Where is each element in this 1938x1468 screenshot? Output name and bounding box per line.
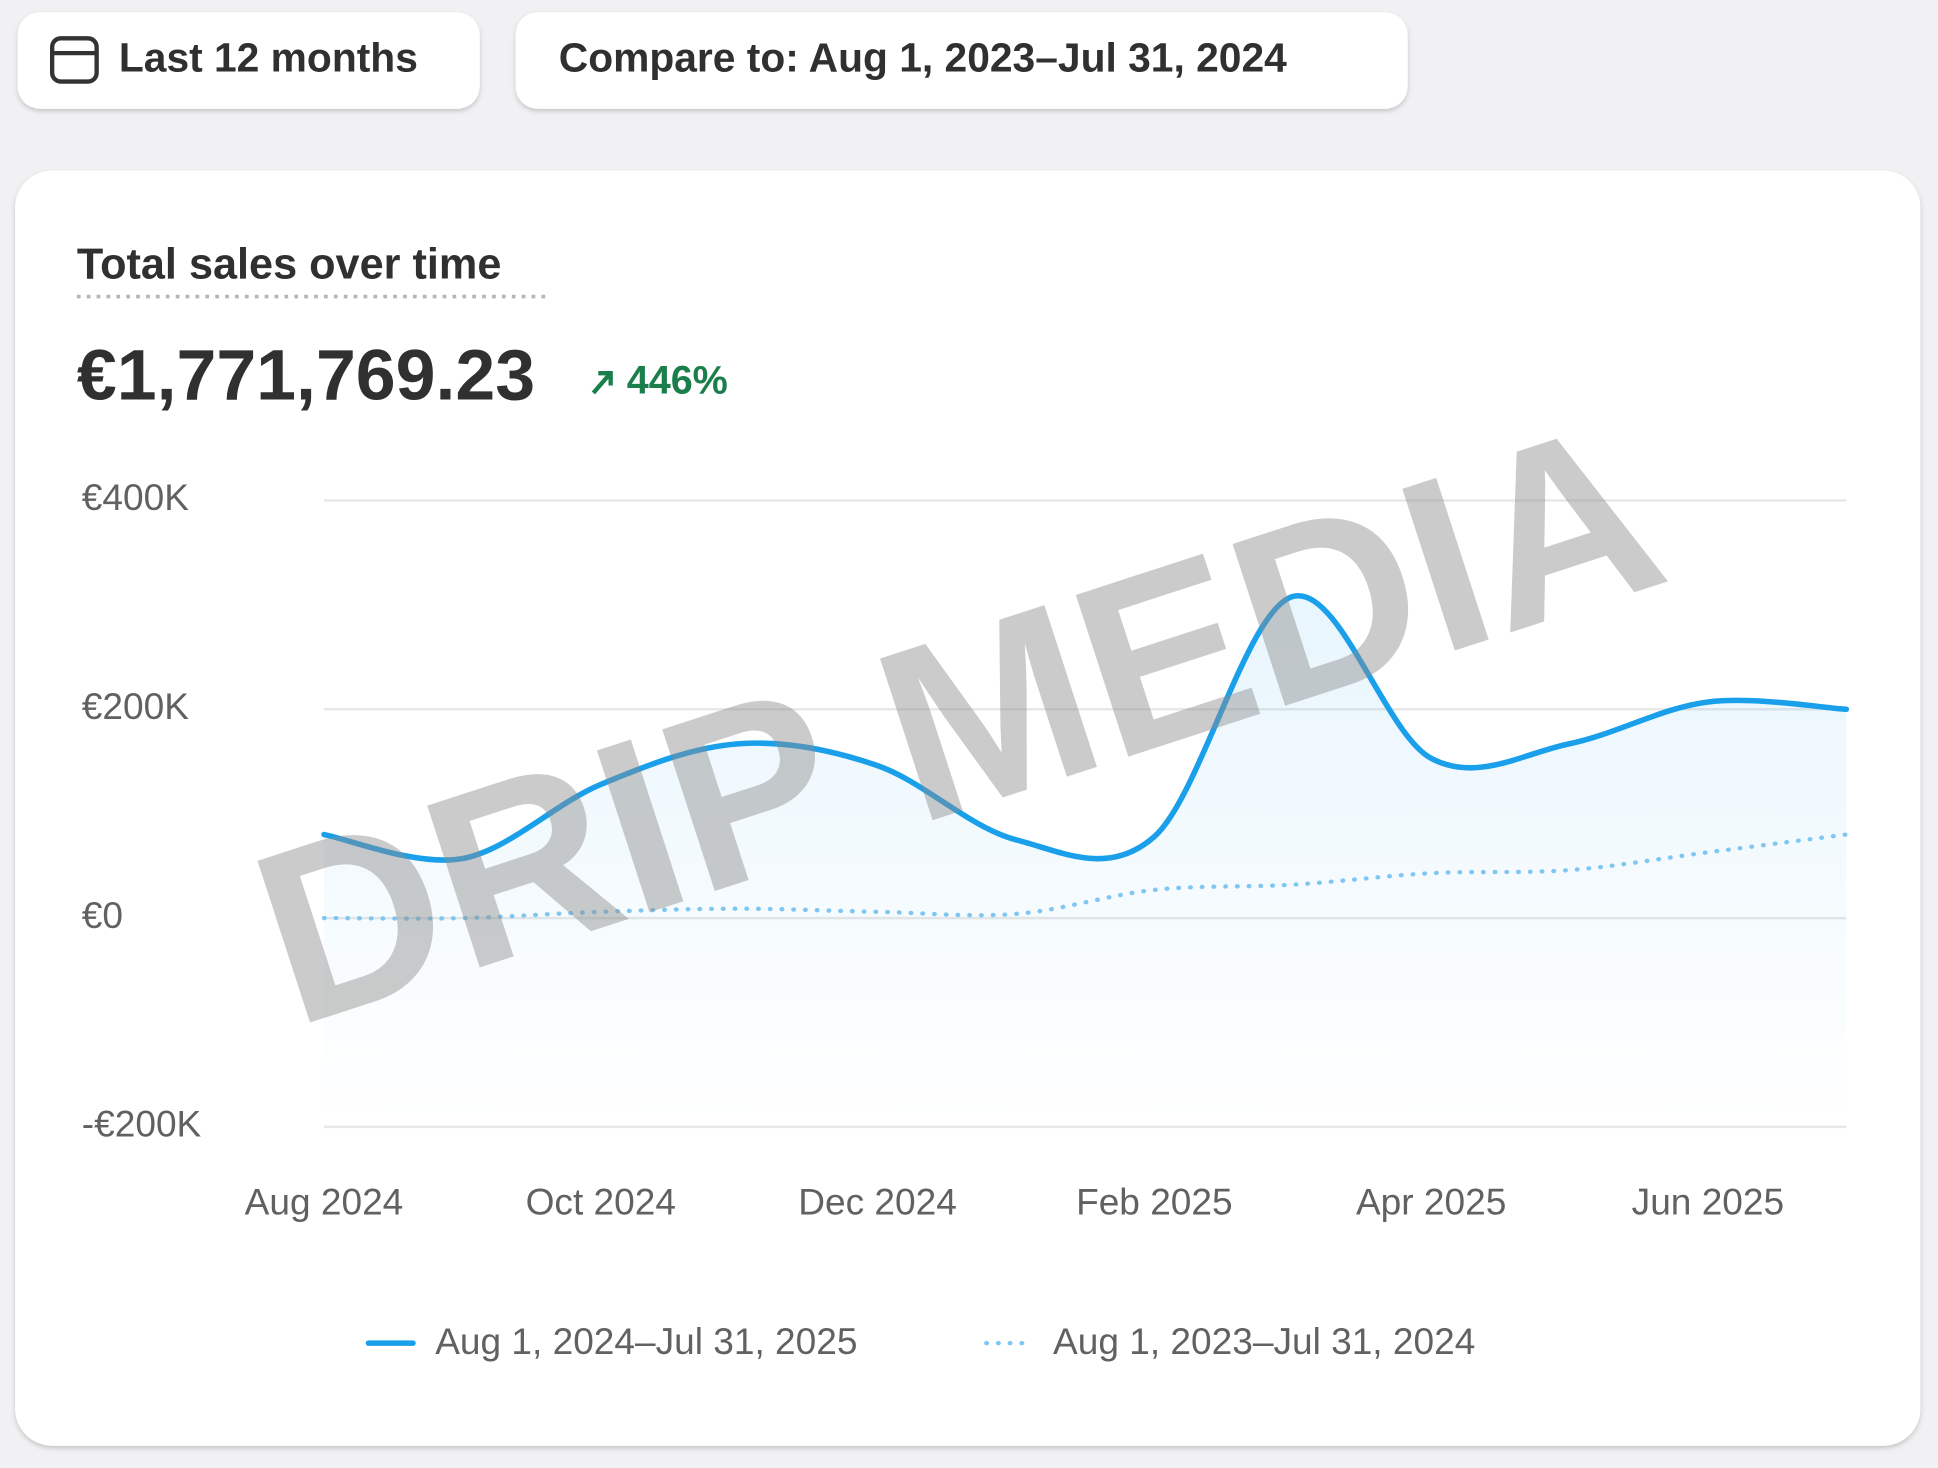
calendar-icon (49, 36, 99, 84)
area-fill (323, 595, 1847, 1127)
button-label[interactable]: Compare to: Aug 1, 2023–Jul 31, 2024 (559, 34, 1287, 80)
button-label[interactable]: Last 12 months (119, 34, 418, 80)
y-tick-label: €0 (82, 894, 123, 936)
compare-button[interactable]: Compare to: Aug 1, 2023–Jul 31, 2024 (515, 12, 1408, 109)
y-tick-label: €400K (82, 476, 189, 518)
x-tick-label: Dec 2024 (798, 1181, 957, 1223)
button-bg[interactable] (17, 12, 480, 109)
y-tick-label: €200K (82, 685, 189, 727)
legend-label: Aug 1, 2023–Jul 31, 2024 (1053, 1320, 1475, 1362)
x-tick-label: Apr 2025 (1356, 1181, 1506, 1223)
trend-arrow (591, 371, 613, 395)
series-line (321, 832, 1849, 921)
button-bg[interactable] (515, 12, 1408, 109)
y-tick-label: -€200K (82, 1103, 202, 1145)
x-tick-label: Aug 2024 (245, 1181, 404, 1223)
date-range-button[interactable]: Last 12 months (17, 12, 480, 109)
x-tick-label: Feb 2025 (1076, 1181, 1233, 1223)
chart: -€200K €0 €200K €400K Aug 2024 Oct 2024 Dec 20… (82, 476, 1850, 1362)
card-title[interactable]: Total sales over time (77, 240, 502, 288)
legend-label: Aug 1, 2024–Jul 31, 2025 (435, 1320, 857, 1362)
total-value: €1,771,769.23 (77, 336, 535, 416)
x-tick-label: Jun 2025 (1632, 1181, 1784, 1223)
change-value: 446% (627, 358, 728, 402)
series-line (321, 593, 1850, 863)
x-tick-label: Oct 2024 (526, 1181, 676, 1223)
